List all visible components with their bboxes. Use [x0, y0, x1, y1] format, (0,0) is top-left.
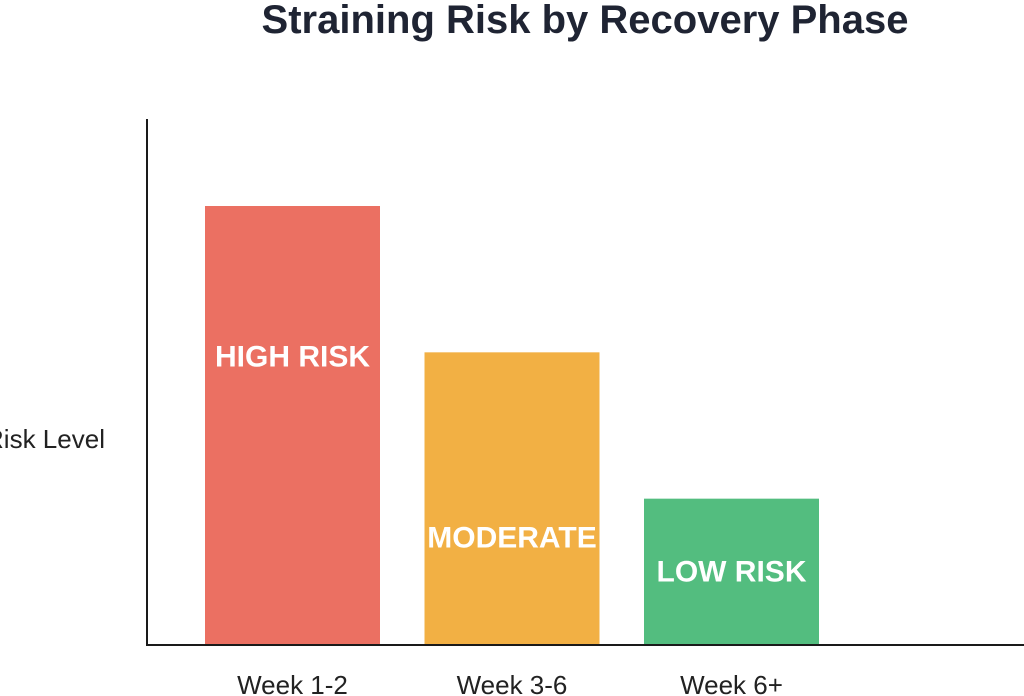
bar-label-2: MODERATE — [427, 522, 596, 555]
bar-label-1: HIGH RISK — [215, 340, 370, 373]
bar-1 — [205, 206, 380, 645]
y-axis-label: Risk Level — [0, 424, 105, 454]
bar-2 — [424, 352, 600, 645]
x-tick-label-1: Week 1-2 — [237, 670, 348, 696]
x-ticks-group: Week 1-2 Week 3-6 Week 6+ — [237, 670, 783, 696]
bar-3 — [644, 498, 819, 645]
bars-group: HIGH RISK MODERATE LOW RISK — [205, 206, 819, 645]
chart-title: Straining Risk by Recovery Phase — [262, 0, 909, 42]
x-tick-label-2: Week 3-6 — [457, 670, 568, 696]
x-tick-label-3: Week 6+ — [680, 670, 783, 696]
bar-label-3: LOW RISK — [657, 555, 807, 588]
